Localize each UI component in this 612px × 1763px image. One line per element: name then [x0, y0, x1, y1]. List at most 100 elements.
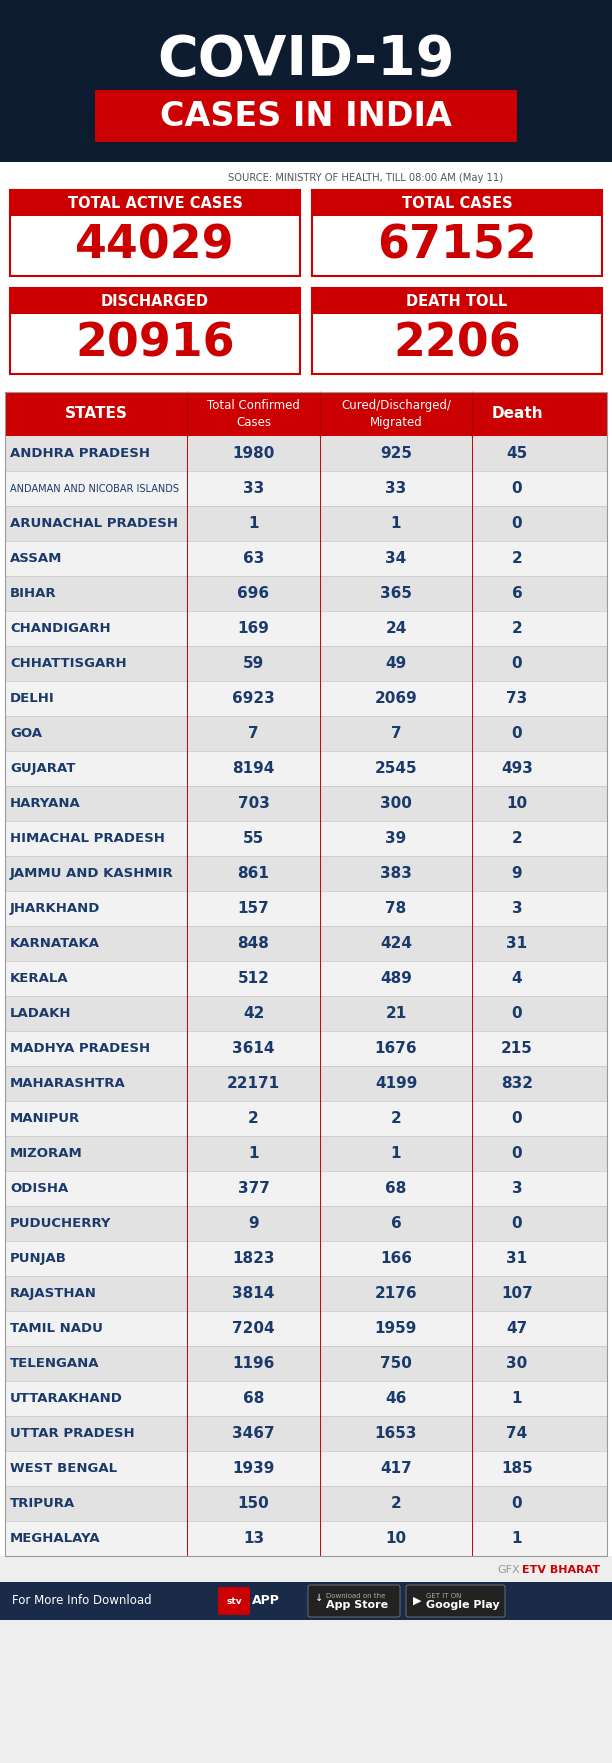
Text: ▶: ▶ — [413, 1596, 422, 1606]
Text: 377: 377 — [237, 1181, 269, 1195]
Bar — [312, 190, 602, 217]
Text: 2176: 2176 — [375, 1285, 417, 1301]
Text: 30: 30 — [506, 1356, 528, 1372]
Text: 7: 7 — [248, 726, 259, 740]
Text: 489: 489 — [380, 971, 412, 986]
Text: 0: 0 — [512, 1497, 522, 1511]
Text: 3: 3 — [512, 1181, 522, 1195]
Text: 4199: 4199 — [375, 1075, 417, 1091]
Text: 1: 1 — [390, 517, 401, 531]
Text: 1: 1 — [512, 1391, 522, 1407]
Text: 44029: 44029 — [75, 224, 235, 268]
Bar — [5, 1416, 607, 1451]
Text: 3: 3 — [512, 901, 522, 917]
Bar — [5, 716, 607, 751]
Bar — [0, 97, 612, 106]
Bar — [0, 25, 612, 32]
Text: 8194: 8194 — [233, 762, 275, 776]
Bar — [5, 1380, 607, 1416]
Bar — [95, 90, 517, 143]
Text: Total Confirmed
Cases: Total Confirmed Cases — [207, 398, 300, 428]
Bar — [5, 1135, 607, 1171]
Bar — [5, 1206, 607, 1241]
Text: 215: 215 — [501, 1040, 533, 1056]
Text: 73: 73 — [506, 691, 528, 705]
Text: TOTAL CASES: TOTAL CASES — [401, 196, 512, 210]
Text: 6923: 6923 — [232, 691, 275, 705]
Text: 0: 0 — [512, 726, 522, 740]
Text: ETV BHARAT: ETV BHARAT — [522, 1566, 600, 1574]
Bar — [0, 122, 612, 130]
Bar — [0, 138, 612, 146]
Text: 2: 2 — [512, 552, 523, 566]
Text: WEST BENGAL: WEST BENGAL — [10, 1462, 117, 1476]
Text: 417: 417 — [380, 1462, 412, 1476]
Text: 0: 0 — [512, 656, 522, 672]
Text: TOTAL ACTIVE CASES: TOTAL ACTIVE CASES — [67, 196, 242, 210]
Text: 185: 185 — [501, 1462, 533, 1476]
Text: 383: 383 — [380, 866, 412, 882]
Text: 42: 42 — [243, 1007, 264, 1021]
Bar — [5, 1102, 607, 1135]
Bar — [10, 287, 300, 314]
Text: 424: 424 — [380, 936, 412, 950]
Text: GET IT ON: GET IT ON — [426, 1594, 461, 1599]
Text: 107: 107 — [501, 1285, 533, 1301]
Bar — [0, 130, 612, 138]
Text: 365: 365 — [380, 585, 412, 601]
Text: ↓: ↓ — [315, 1594, 323, 1603]
Text: 33: 33 — [386, 481, 406, 495]
Text: For More Info Download: For More Info Download — [12, 1594, 152, 1608]
Text: 169: 169 — [237, 621, 269, 636]
Bar — [0, 16, 612, 25]
Bar — [10, 190, 300, 277]
Text: ASSAM: ASSAM — [10, 552, 62, 564]
Text: 1: 1 — [390, 1146, 401, 1162]
Text: 7204: 7204 — [232, 1320, 275, 1336]
Text: MAHARASHTRA: MAHARASHTRA — [10, 1077, 125, 1090]
Text: 6: 6 — [390, 1216, 401, 1231]
Bar — [5, 471, 607, 506]
Bar — [5, 996, 607, 1031]
Bar — [5, 1345, 607, 1380]
Text: 0: 0 — [512, 1007, 522, 1021]
Text: DISCHARGED: DISCHARGED — [101, 293, 209, 309]
Bar — [10, 190, 300, 217]
Text: PUDUCHERRY: PUDUCHERRY — [10, 1216, 111, 1231]
Text: 9: 9 — [512, 866, 522, 882]
Bar — [0, 106, 612, 113]
Bar — [0, 153, 612, 162]
Text: 55: 55 — [243, 830, 264, 846]
Bar — [312, 287, 602, 374]
Bar — [5, 435, 607, 471]
Text: 10: 10 — [386, 1530, 406, 1546]
Text: BIHAR: BIHAR — [10, 587, 57, 599]
Bar — [5, 541, 607, 577]
Bar — [0, 49, 612, 56]
Text: 39: 39 — [386, 830, 406, 846]
Text: 1: 1 — [248, 517, 259, 531]
Text: 150: 150 — [237, 1497, 269, 1511]
Text: ANDAMAN AND NICOBAR ISLANDS: ANDAMAN AND NICOBAR ISLANDS — [10, 483, 179, 494]
Text: 2: 2 — [248, 1111, 259, 1127]
Text: 68: 68 — [243, 1391, 264, 1407]
Bar — [5, 1312, 607, 1345]
Text: 0: 0 — [512, 1111, 522, 1127]
Text: 703: 703 — [237, 797, 269, 811]
Text: 31: 31 — [507, 1252, 528, 1266]
Text: 832: 832 — [501, 1075, 533, 1091]
Text: 13: 13 — [243, 1530, 264, 1546]
Text: CASES IN INDIA: CASES IN INDIA — [160, 99, 452, 132]
Text: 3814: 3814 — [233, 1285, 275, 1301]
Text: MANIPUR: MANIPUR — [10, 1112, 80, 1125]
Text: Download on the: Download on the — [326, 1594, 386, 1599]
Text: 493: 493 — [501, 762, 533, 776]
Bar — [5, 577, 607, 612]
Text: 59: 59 — [243, 656, 264, 672]
Text: 67152: 67152 — [377, 224, 537, 268]
Text: 63: 63 — [243, 552, 264, 566]
Bar — [5, 645, 607, 681]
Text: 925: 925 — [380, 446, 412, 460]
Bar — [0, 9, 612, 16]
Bar — [0, 65, 612, 72]
